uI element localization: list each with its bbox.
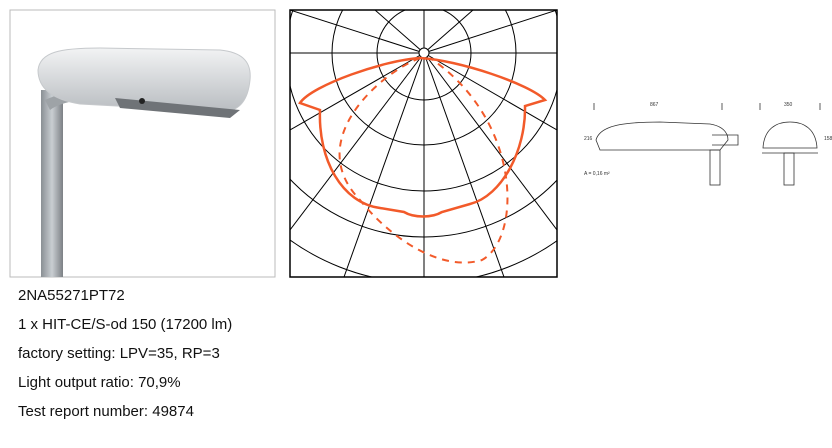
light-output-ratio: Light output ratio: 70,9%: [18, 374, 181, 391]
factory-setting: factory setting: LPV=35, RP=3: [18, 345, 220, 362]
height2-label: 158: [824, 136, 832, 142]
lamp-info: 1 x HIT-CE/S-od 150 (17200 lm): [18, 316, 232, 333]
length-label: 867: [650, 102, 659, 108]
product-photo: [10, 10, 275, 277]
area-label: A = 0,16 m²: [584, 171, 610, 177]
height-label: 216: [584, 136, 593, 142]
dimension-drawing: [594, 103, 820, 185]
product-code: 2NA55271PT72: [18, 287, 125, 304]
test-report: Test report number: 49874: [18, 403, 194, 420]
figures: 867 350 216 158 A = 0,16 m²: [0, 0, 832, 290]
page: 867 350 216 158 A = 0,16 m² 2NA55271PT72…: [0, 0, 832, 448]
width-label: 350: [784, 102, 793, 108]
